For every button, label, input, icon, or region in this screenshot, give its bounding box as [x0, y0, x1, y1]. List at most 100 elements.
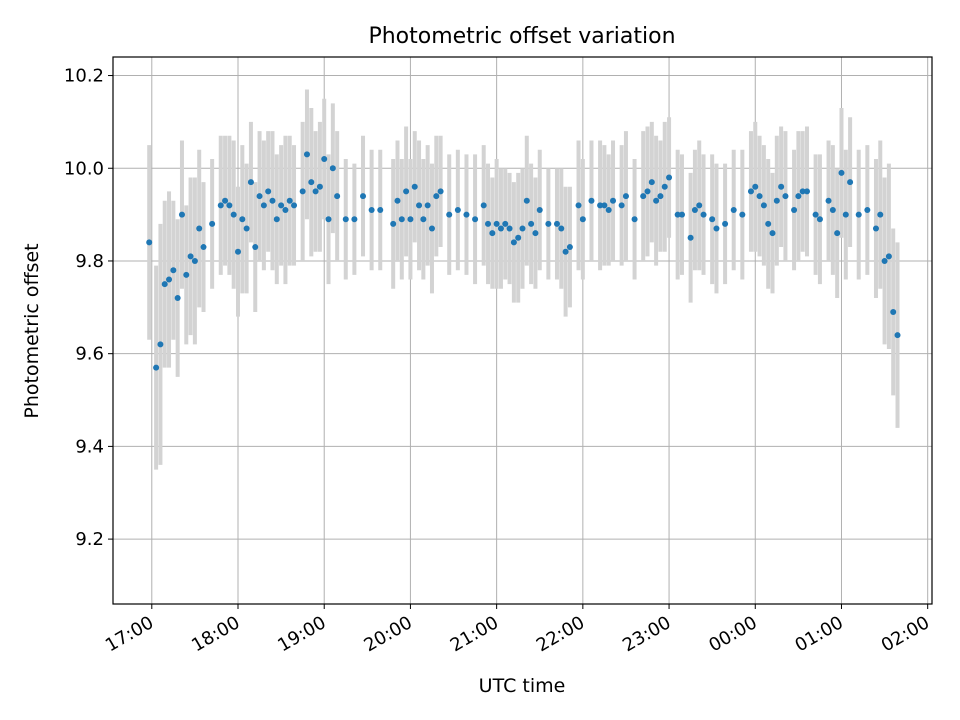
- y-tick-label: 10.0: [64, 158, 104, 179]
- data-point: [342, 216, 349, 223]
- data-point: [838, 169, 845, 176]
- data-point: [691, 206, 698, 213]
- data-point: [610, 197, 617, 204]
- data-point: [398, 216, 405, 223]
- data-point: [243, 225, 250, 232]
- data-point: [666, 174, 673, 181]
- data-point: [178, 211, 185, 218]
- data-point: [532, 230, 539, 237]
- data-point: [222, 197, 229, 204]
- data-point: [316, 183, 323, 190]
- data-point: [506, 225, 513, 232]
- data-point: [368, 206, 375, 213]
- data-point: [416, 202, 423, 209]
- data-point: [191, 257, 198, 264]
- data-point: [730, 206, 737, 213]
- data-point: [463, 211, 470, 218]
- data-point: [424, 202, 431, 209]
- y-tick-label: 9.2: [75, 529, 104, 550]
- data-point: [834, 230, 841, 237]
- data-point: [622, 193, 629, 200]
- data-point: [230, 211, 237, 218]
- y-tick-label: 9.6: [75, 344, 104, 365]
- data-point: [170, 267, 177, 274]
- data-point: [864, 206, 871, 213]
- data-point: [803, 188, 810, 195]
- data-point: [303, 151, 310, 158]
- data-point: [700, 211, 707, 218]
- data-point: [493, 220, 500, 227]
- data-point: [847, 179, 854, 186]
- data-point: [196, 225, 203, 232]
- data-point: [769, 230, 776, 237]
- data-point: [648, 179, 655, 186]
- x-axis-label: UTC time: [479, 675, 566, 697]
- data-point: [153, 364, 160, 371]
- data-point: [799, 188, 806, 195]
- data-point: [877, 211, 884, 218]
- data-point: [428, 225, 435, 232]
- data-points: [146, 151, 901, 371]
- data-point: [747, 188, 754, 195]
- data-point: [644, 188, 651, 195]
- data-point: [523, 197, 530, 204]
- data-point: [308, 179, 315, 186]
- data-point: [161, 281, 168, 288]
- data-point: [885, 253, 892, 260]
- data-point: [601, 202, 608, 209]
- data-point: [515, 234, 522, 241]
- data-point: [618, 202, 625, 209]
- data-point: [855, 211, 862, 218]
- data-point: [411, 183, 418, 190]
- data-point: [791, 206, 798, 213]
- data-point: [146, 239, 153, 246]
- data-point: [765, 220, 772, 227]
- data-point: [390, 220, 397, 227]
- data-point: [485, 220, 492, 227]
- data-point: [329, 165, 336, 172]
- data-point: [217, 202, 224, 209]
- data-point: [420, 216, 427, 223]
- data-point: [631, 216, 638, 223]
- y-tick-label: 9.4: [75, 436, 104, 457]
- data-point: [696, 202, 703, 209]
- data-point: [653, 197, 660, 204]
- data-point: [394, 197, 401, 204]
- data-point: [166, 276, 173, 283]
- data-point: [713, 225, 720, 232]
- data-point: [256, 193, 263, 200]
- y-axis-label: Photometric offset: [21, 243, 43, 418]
- data-point: [239, 216, 246, 223]
- data-point: [247, 179, 254, 186]
- data-point: [597, 202, 604, 209]
- data-point: [881, 257, 888, 264]
- data-point: [545, 220, 552, 227]
- data-point: [722, 220, 729, 227]
- data-point: [282, 206, 289, 213]
- chart-title: Photometric offset variation: [368, 24, 675, 49]
- data-point: [200, 244, 207, 251]
- data-point: [489, 230, 496, 237]
- data-point: [472, 216, 479, 223]
- data-point: [325, 216, 332, 223]
- data-point: [502, 220, 509, 227]
- data-point: [312, 188, 319, 195]
- data-point: [816, 216, 823, 223]
- data-point: [661, 183, 668, 190]
- data-point: [334, 193, 341, 200]
- data-point: [273, 216, 280, 223]
- data-point: [842, 211, 849, 218]
- data-point: [674, 211, 681, 218]
- data-point: [480, 202, 487, 209]
- data-point: [536, 206, 543, 213]
- data-point: [351, 216, 358, 223]
- data-point: [265, 188, 272, 195]
- data-point: [278, 202, 285, 209]
- data-point: [739, 211, 746, 218]
- data-point: [782, 193, 789, 200]
- data-point: [226, 202, 233, 209]
- data-point: [377, 206, 384, 213]
- data-point: [299, 188, 306, 195]
